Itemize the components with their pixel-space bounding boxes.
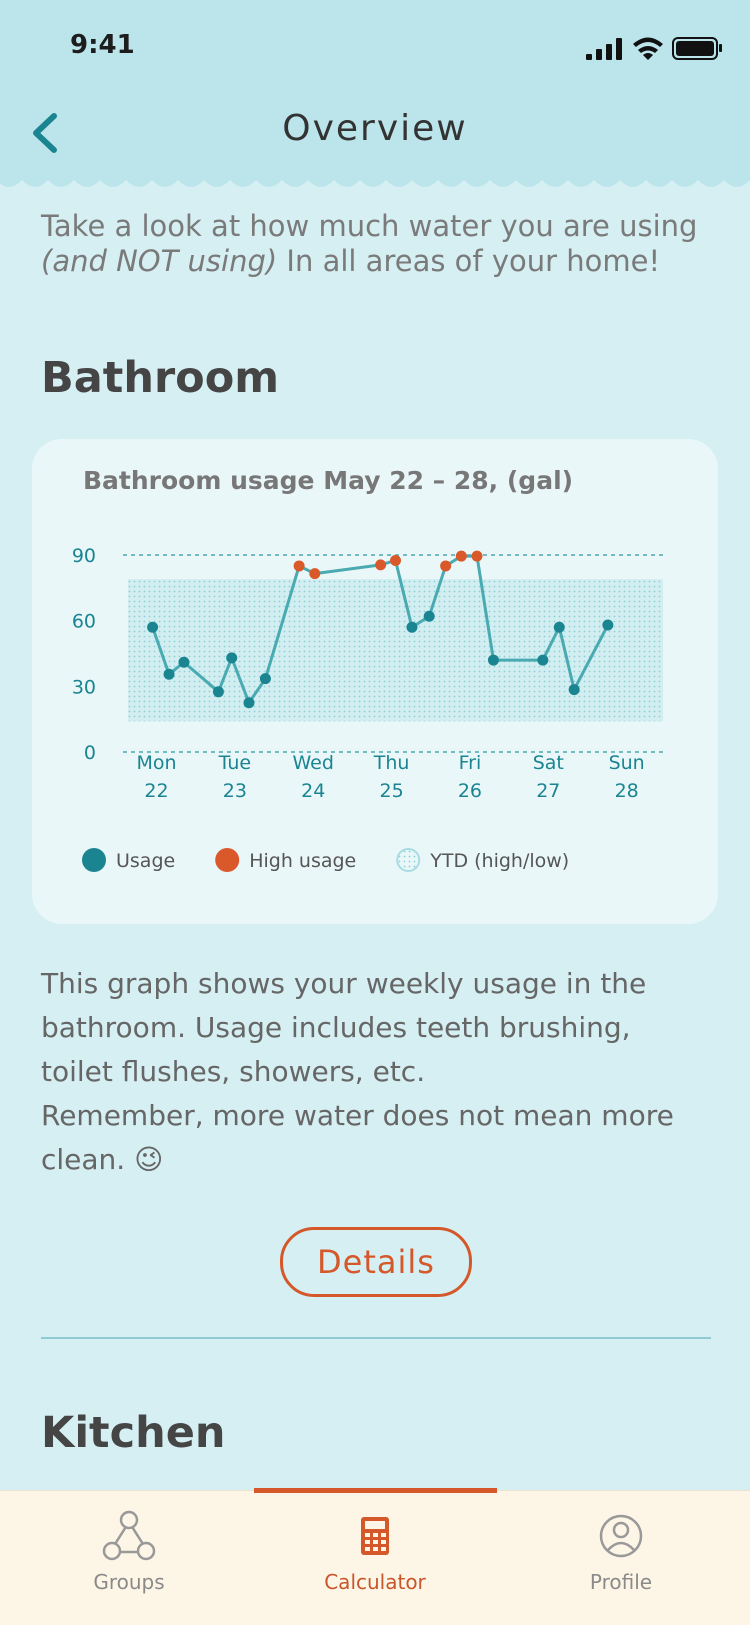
legend-label: High usage (249, 850, 356, 872)
chart-title: Bathroom usage May 22 – 28, (gal) (83, 466, 573, 495)
usage-point (406, 621, 418, 633)
high-usage-point (309, 568, 321, 580)
usage-point (602, 619, 614, 631)
x-tick-weekday: Thu (373, 752, 410, 774)
legend-swatch (82, 848, 106, 872)
usage-point (553, 621, 565, 633)
active-indicator (254, 1488, 497, 1493)
status-time: 9:41 (70, 30, 135, 60)
description: This graph shows your weekly usage in th… (41, 962, 701, 1182)
usage-point (568, 684, 580, 696)
y-tick-label: 90 (72, 545, 96, 567)
nav-icons (102, 1510, 643, 1561)
status-icons (586, 37, 722, 60)
legend-label: YTD (high/low) (429, 850, 569, 872)
divider (41, 1337, 711, 1339)
page-title: Overview (282, 108, 468, 149)
x-tick-weekday: Mon (136, 752, 176, 774)
x-tick-label: 28 (615, 780, 639, 802)
y-tick-label: 60 (72, 611, 96, 633)
ytd-band-dots (128, 579, 663, 722)
intro-italic: (and NOT using) (41, 244, 278, 278)
legend-swatch (215, 848, 240, 872)
y-tick-label: 0 (84, 742, 96, 764)
x-tick-weekday: Fri (459, 752, 482, 774)
usage-point (226, 652, 238, 664)
section-title: Kitchen (41, 1408, 226, 1458)
usage-point (178, 656, 190, 668)
x-tick-label: 24 (301, 780, 325, 802)
intro-part: Take a look at how much water you are us… (41, 209, 698, 243)
high-usage-point (293, 560, 305, 572)
high-usage-point (471, 550, 483, 562)
usage-point (537, 654, 549, 666)
x-tick-weekday: Wed (293, 752, 334, 774)
header-bg (0, 0, 750, 187)
description-paragraph: This graph shows your weekly usage in th… (41, 967, 647, 1088)
intro-text: Take a look at how much water you are us… (41, 209, 711, 279)
high-usage-point (390, 554, 401, 566)
high-usage-point (375, 559, 387, 571)
section-title: Bathroom (41, 353, 280, 403)
x-tick-label: 22 (144, 780, 168, 802)
profile-icon[interactable] (599, 1514, 643, 1558)
usage-point (423, 610, 435, 622)
x-tick-weekday: Sat (533, 752, 564, 774)
details-button[interactable]: Details (280, 1227, 472, 1297)
high-usage-point (455, 550, 467, 562)
legend-label: Usage (116, 850, 175, 872)
x-tick-weekday: Tue (218, 752, 251, 774)
intro-part: In all areas of your home! (277, 244, 661, 278)
usage-point (243, 697, 255, 709)
back-button[interactable] (33, 113, 57, 153)
chart: Bathroom usage May 22 – 28, (gal) 0 30 60 9… (72, 466, 663, 872)
x-tick-label: 27 (536, 780, 560, 802)
usage-point (147, 621, 159, 633)
high-usage-point (440, 560, 452, 572)
groups-icon[interactable] (102, 1510, 156, 1561)
calculator-icon[interactable] (361, 1517, 389, 1555)
nav-label[interactable]: Groups (93, 1570, 165, 1594)
x-tick-label: 26 (458, 780, 482, 802)
x-tick-weekday: Sun (609, 752, 645, 774)
chart-card: Bathroom usage May 22 – 28, (gal) 0 30 60 9… (32, 439, 718, 924)
usage-point (212, 686, 224, 698)
usage-point (487, 654, 499, 666)
x-tick-label: 25 (379, 780, 403, 802)
usage-point (163, 668, 175, 680)
x-tick-label: 23 (223, 780, 247, 802)
legend-swatch (396, 848, 421, 872)
y-tick-label: 30 (72, 676, 96, 698)
header-wave (0, 0, 750, 187)
nav-label[interactable]: Profile (589, 1570, 653, 1594)
nav-label[interactable]: Calculator (324, 1570, 426, 1594)
description-paragraph: Remember, more water does not mean more … (41, 1099, 674, 1176)
usage-point (259, 673, 271, 685)
